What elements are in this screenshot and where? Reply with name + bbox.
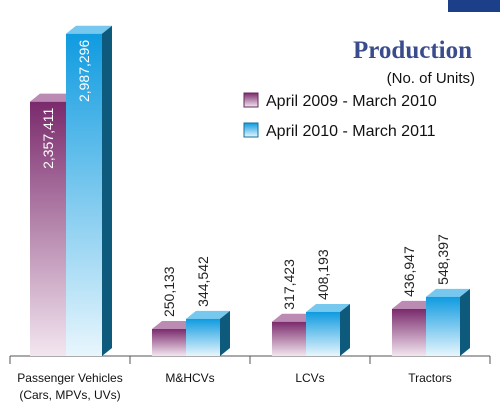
bar-front <box>186 318 220 356</box>
chart-subtitle: (No. of Units) <box>387 70 475 87</box>
bar-side <box>102 25 112 356</box>
bar-side <box>460 288 470 356</box>
bar-top <box>392 300 436 309</box>
legend-label: April 2010 - March 2011 <box>266 123 436 140</box>
bar <box>426 288 470 356</box>
bar-front <box>272 321 306 356</box>
bar-front <box>426 296 460 356</box>
bar-side <box>220 310 230 356</box>
value-label: 250,133 <box>161 266 177 317</box>
legend-label: April 2009 - March 2010 <box>266 93 437 110</box>
chart-title: Production <box>353 37 472 64</box>
bar-top <box>152 321 196 330</box>
bar-top <box>66 25 112 34</box>
bar-top <box>272 313 316 322</box>
legend-swatch <box>243 122 259 138</box>
x-tick-label: Passenger Vehicles (Cars, MPVs, UVs) <box>17 371 122 402</box>
value-label: 2,987,296 <box>76 40 92 102</box>
bar <box>186 310 230 356</box>
value-label: 2,357,411 <box>40 107 56 168</box>
bar <box>66 25 112 356</box>
bar-top <box>426 288 470 297</box>
bar-top <box>186 310 230 319</box>
bar-top <box>30 93 76 102</box>
bar-front <box>392 308 426 356</box>
bar-front <box>30 101 66 356</box>
value-label: 344,542 <box>195 256 211 307</box>
bar-front <box>152 329 186 356</box>
bar-front <box>306 311 340 356</box>
corner-tab <box>448 0 500 12</box>
bar-top <box>306 303 350 312</box>
value-label: 548,397 <box>435 234 451 285</box>
x-tick-label: M&HCVs <box>165 371 214 385</box>
x-tick-label: Tractors <box>408 371 452 385</box>
legend-swatch <box>243 92 259 108</box>
bar-side <box>340 303 350 356</box>
value-label: 408,193 <box>315 249 331 300</box>
value-label: 317,423 <box>281 259 297 310</box>
value-label: 436,947 <box>401 246 417 297</box>
x-tick-label: LCVs <box>295 371 324 385</box>
bar-front <box>66 33 102 356</box>
bar <box>306 303 350 356</box>
